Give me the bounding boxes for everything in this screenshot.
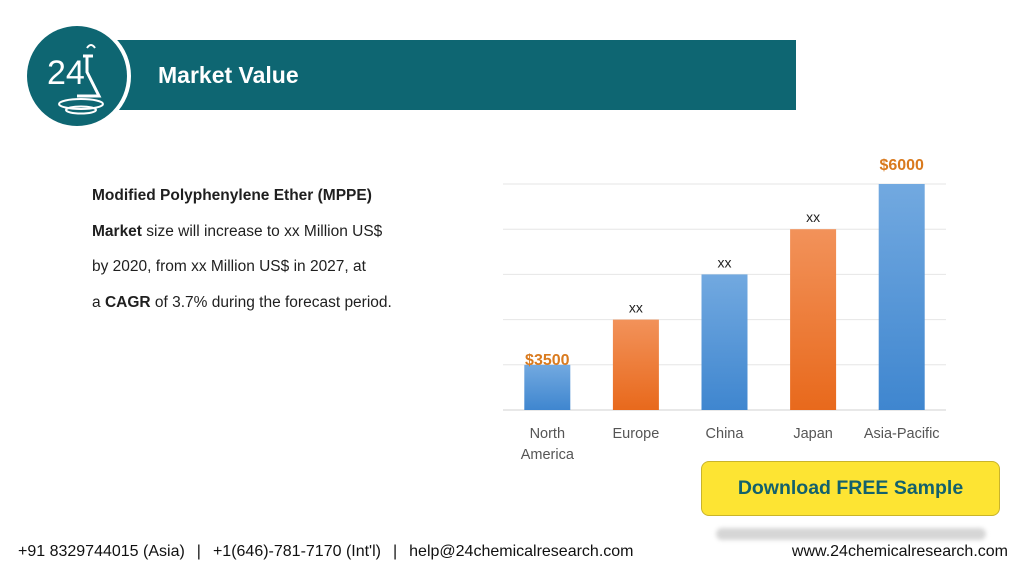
footer-separator: | xyxy=(196,543,201,560)
logo: 24 xyxy=(27,26,127,126)
desc-line-3: by 2020, from xx Million US$ in 2027, at xyxy=(92,258,366,275)
bar-japan xyxy=(790,229,837,410)
header-bar xyxy=(110,40,796,110)
footer-separator: | xyxy=(393,543,398,560)
desc-line-4-pre: a xyxy=(92,293,105,311)
desc-line-4-post: of 3.7% during the forecast period. xyxy=(150,293,392,311)
footer-email-link[interactable]: help@24chemicalresearch.com xyxy=(409,543,634,560)
desc-cagr-word: CAGR xyxy=(104,293,151,311)
market-description: Modified Polyphenylene Ether (MPPE) Mark… xyxy=(92,178,472,320)
bar-asia-pacific xyxy=(878,184,925,410)
desc-market-word: Market xyxy=(92,222,142,240)
data-label: xx xyxy=(718,254,732,270)
x-tick-label: China xyxy=(706,426,745,442)
flask-logo-icon: 24 xyxy=(47,44,104,115)
desc-line-4: a CAGR of 3.7% during the forecast perio… xyxy=(92,285,472,321)
footer-phone-intl: +1(646)-781-7170 (Int'l) xyxy=(212,543,381,560)
footer-website-link[interactable]: www.24chemicalresearch.com xyxy=(791,543,1008,560)
page-title: Market Value xyxy=(158,62,299,88)
chart-bars xyxy=(524,184,925,410)
desc-line-1: Modified Polyphenylene Ether (MPPE) xyxy=(92,178,472,214)
download-button-shadow xyxy=(716,528,986,540)
data-label: xx xyxy=(806,209,820,225)
chart-x-axis: North America Europe China Japan Asia-Pacific xyxy=(521,426,940,463)
bar-north-america xyxy=(524,364,571,410)
x-tick-label: Japan xyxy=(793,426,833,442)
desc-product-name: Modified Polyphenylene Ether (MPPE) xyxy=(92,187,372,204)
x-tick-label: Europe xyxy=(613,426,660,442)
data-label: $3500 xyxy=(525,352,570,369)
x-tick-label: America xyxy=(521,447,575,463)
data-label: xx xyxy=(629,300,643,316)
x-tick-label: North xyxy=(530,426,565,442)
download-sample-button[interactable]: Download FREE Sample xyxy=(701,461,1000,516)
x-tick-label: Asia-Pacific xyxy=(864,426,940,442)
data-label: $6000 xyxy=(879,157,924,174)
desc-line-2: Market size will increase to xx Million … xyxy=(92,214,472,250)
desc-line-2-text: size will increase to xx Million US$ xyxy=(141,222,383,240)
logo-text: 24 xyxy=(47,54,85,92)
bar-europe xyxy=(612,319,659,410)
footer-contact: +91 8329744015 (Asia) | +1(646)-781-7170 (… xyxy=(18,543,634,561)
bar-china xyxy=(701,274,748,410)
footer-phone-asia: +91 8329744015 (Asia) xyxy=(18,543,185,560)
bar-chart: $3500 xx xx xx $6000 North America Europe China… xyxy=(503,157,946,463)
chart-data-labels: $3500 xx xx xx $6000 xyxy=(525,157,924,369)
